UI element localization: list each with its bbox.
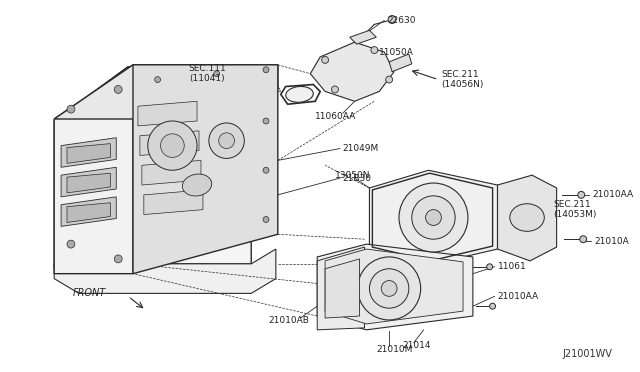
Circle shape (263, 167, 269, 173)
Text: 21010AA: 21010AA (497, 292, 539, 301)
Text: 11061: 11061 (497, 262, 526, 271)
Ellipse shape (285, 86, 313, 102)
Text: 21010M: 21010M (376, 345, 413, 354)
Circle shape (67, 240, 75, 248)
Polygon shape (67, 144, 110, 163)
Text: 22630: 22630 (387, 16, 415, 25)
Circle shape (386, 76, 392, 83)
Text: 21010A: 21010A (594, 237, 629, 246)
Circle shape (322, 57, 328, 63)
Text: 21049M: 21049M (343, 144, 379, 153)
Circle shape (381, 280, 397, 296)
Circle shape (358, 257, 420, 320)
Text: FRONT: FRONT (73, 288, 106, 298)
Circle shape (369, 269, 409, 308)
Polygon shape (54, 65, 278, 119)
Circle shape (486, 264, 493, 270)
Circle shape (214, 71, 220, 77)
Circle shape (67, 105, 75, 113)
Polygon shape (61, 167, 116, 197)
Text: 21010AA: 21010AA (592, 190, 633, 199)
Circle shape (412, 196, 455, 239)
Polygon shape (54, 67, 276, 121)
Polygon shape (54, 249, 276, 294)
Circle shape (263, 67, 269, 73)
Text: SEC.211
(14056N): SEC.211 (14056N) (442, 70, 484, 89)
Circle shape (209, 123, 244, 158)
Text: J21001WV: J21001WV (563, 349, 612, 359)
Text: 21014: 21014 (402, 341, 431, 350)
Circle shape (219, 133, 234, 148)
Text: 21B30: 21B30 (343, 174, 372, 183)
Text: SEC.211
(14053M): SEC.211 (14053M) (554, 200, 597, 219)
Circle shape (263, 118, 269, 124)
Polygon shape (172, 67, 276, 219)
Polygon shape (310, 42, 394, 101)
Polygon shape (389, 54, 412, 72)
Polygon shape (140, 131, 199, 155)
Circle shape (388, 16, 396, 23)
Circle shape (115, 255, 122, 263)
Text: SEC.111
(11041): SEC.111 (11041) (188, 64, 226, 83)
Polygon shape (497, 175, 557, 261)
Text: 11060AA: 11060AA (316, 112, 356, 121)
Circle shape (399, 183, 468, 252)
Polygon shape (61, 138, 116, 167)
Polygon shape (144, 190, 203, 215)
Polygon shape (349, 31, 376, 44)
Polygon shape (54, 67, 252, 269)
Ellipse shape (510, 204, 544, 231)
Circle shape (371, 46, 378, 54)
Polygon shape (325, 259, 360, 318)
Polygon shape (325, 249, 463, 324)
Polygon shape (317, 244, 473, 330)
Polygon shape (67, 173, 110, 193)
Polygon shape (138, 101, 197, 126)
Text: 13050N: 13050N (335, 171, 371, 180)
Circle shape (263, 217, 269, 222)
Polygon shape (369, 170, 497, 264)
Circle shape (148, 121, 197, 170)
Circle shape (426, 210, 442, 225)
Text: 11050A: 11050A (380, 48, 414, 57)
Text: 21010AB: 21010AB (268, 317, 309, 326)
Circle shape (332, 86, 339, 93)
Circle shape (578, 192, 585, 198)
Circle shape (490, 303, 495, 309)
Polygon shape (67, 203, 110, 222)
Circle shape (161, 134, 184, 157)
Polygon shape (317, 247, 365, 330)
Polygon shape (133, 65, 278, 274)
Ellipse shape (182, 174, 212, 196)
Circle shape (155, 77, 161, 83)
Polygon shape (54, 65, 133, 274)
Polygon shape (142, 160, 201, 185)
Circle shape (115, 86, 122, 93)
Circle shape (580, 236, 587, 243)
Polygon shape (281, 84, 320, 104)
Polygon shape (61, 197, 116, 227)
